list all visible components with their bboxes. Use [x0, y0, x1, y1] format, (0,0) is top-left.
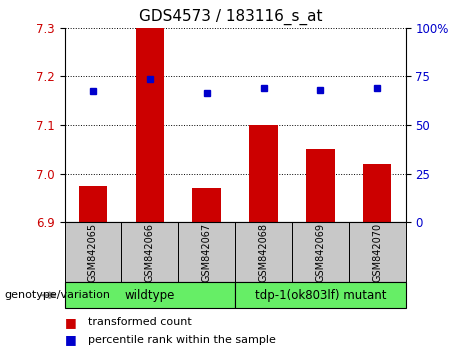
Bar [79, 186, 107, 222]
Bar [178, 222, 235, 282]
Text: wildtype: wildtype [124, 289, 175, 302]
Text: GSM842065: GSM842065 [88, 223, 98, 282]
Bar [363, 164, 391, 222]
Text: genotype/variation: genotype/variation [5, 290, 111, 300]
Bar [235, 282, 406, 308]
Bar [136, 28, 164, 222]
Bar [235, 222, 292, 282]
Text: percentile rank within the sample: percentile rank within the sample [88, 335, 276, 345]
Bar [349, 222, 406, 282]
Bar [121, 222, 178, 282]
Text: GSM842070: GSM842070 [372, 223, 382, 282]
Bar [193, 188, 221, 222]
Text: GSM842069: GSM842069 [315, 223, 325, 282]
Text: GSM842067: GSM842067 [201, 223, 212, 282]
Text: ■: ■ [65, 316, 76, 329]
Bar [292, 222, 349, 282]
Bar [249, 125, 278, 222]
Text: GSM842066: GSM842066 [145, 223, 155, 282]
Text: tdp-1(ok803lf) mutant: tdp-1(ok803lf) mutant [254, 289, 386, 302]
Bar [306, 149, 335, 222]
Text: GDS4573 / 183116_s_at: GDS4573 / 183116_s_at [139, 9, 322, 25]
Text: GSM842068: GSM842068 [259, 223, 269, 282]
Text: ■: ■ [65, 333, 76, 346]
Bar [65, 222, 121, 282]
Text: transformed count: transformed count [88, 317, 191, 327]
Bar [65, 282, 235, 308]
